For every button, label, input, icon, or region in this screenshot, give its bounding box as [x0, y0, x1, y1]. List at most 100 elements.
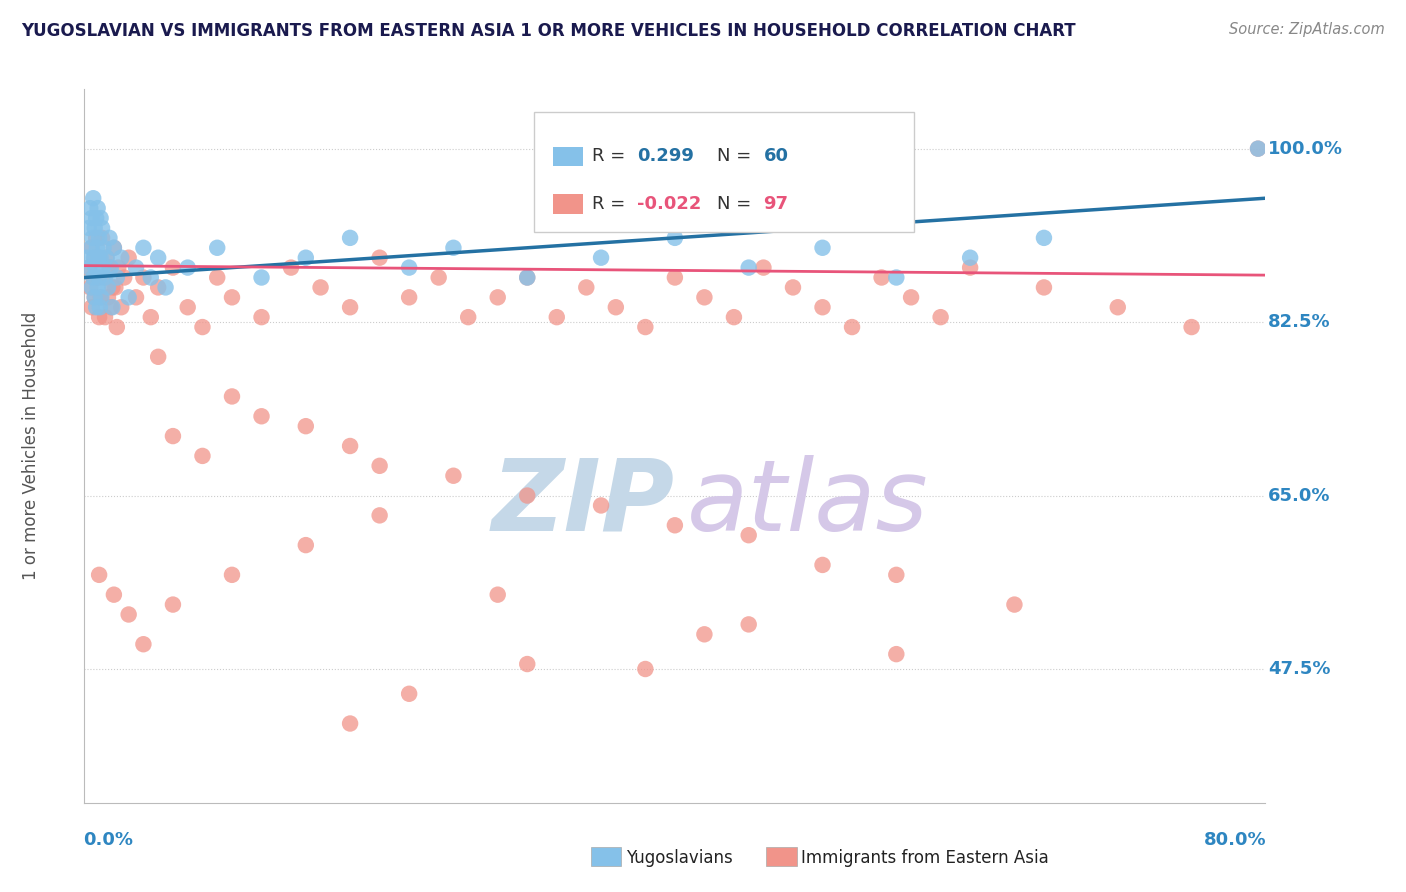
Point: [250, 270, 273, 285]
Point: [132, 637, 155, 651]
Point: [84, 231, 107, 245]
Point: [89, 300, 111, 314]
Point: [959, 260, 981, 275]
Point: [811, 558, 834, 572]
Point: [575, 280, 598, 294]
Point: [86, 201, 108, 215]
Point: [103, 588, 125, 602]
Point: [86, 270, 108, 285]
Point: [100, 260, 122, 275]
Point: [103, 241, 125, 255]
Point: [90, 211, 112, 225]
Point: [98, 231, 121, 245]
Point: [148, 280, 170, 294]
Point: [162, 260, 184, 275]
Point: [80, 280, 103, 294]
Point: [368, 458, 391, 473]
Point: [80, 241, 103, 255]
Point: [101, 280, 124, 294]
Point: [752, 260, 775, 275]
Text: R =: R =: [592, 195, 631, 213]
Point: [368, 251, 391, 265]
Point: [398, 260, 420, 275]
Point: [87, 567, 111, 582]
Text: 80.0%: 80.0%: [1204, 831, 1267, 849]
Point: [83, 221, 105, 235]
Point: [738, 528, 761, 542]
Point: [516, 657, 538, 671]
Point: [457, 310, 479, 325]
Point: [1032, 280, 1054, 294]
Point: [929, 310, 952, 325]
Point: [100, 300, 122, 314]
Text: 1 or more Vehicles in Household: 1 or more Vehicles in Household: [22, 312, 41, 580]
Point: [82, 231, 104, 245]
Point: [1247, 142, 1270, 156]
Text: YUGOSLAVIAN VS IMMIGRANTS FROM EASTERN ASIA 1 OR MORE VEHICLES IN HOUSEHOLD CORR: YUGOSLAVIAN VS IMMIGRANTS FROM EASTERN A…: [21, 22, 1076, 40]
Point: [693, 290, 716, 304]
Point: [148, 350, 170, 364]
Point: [221, 389, 243, 403]
Point: [96, 251, 118, 265]
Point: [82, 270, 104, 285]
Point: [339, 231, 361, 245]
Point: [83, 251, 105, 265]
Point: [84, 300, 107, 314]
Point: [98, 260, 121, 275]
Point: [398, 687, 420, 701]
Point: [91, 260, 114, 275]
Point: [105, 270, 128, 285]
Point: [398, 290, 420, 304]
Point: [738, 260, 761, 275]
Point: [103, 241, 125, 255]
Point: [250, 409, 273, 424]
Point: [87, 251, 111, 265]
Point: [84, 211, 107, 225]
Point: [368, 508, 391, 523]
Point: [339, 439, 361, 453]
Text: 82.5%: 82.5%: [1268, 313, 1330, 331]
Point: [148, 251, 170, 265]
Text: atlas: atlas: [686, 455, 928, 551]
Point: [738, 617, 761, 632]
Point: [125, 290, 148, 304]
Point: [77, 260, 100, 275]
Point: [118, 607, 141, 622]
Point: [221, 567, 243, 582]
Point: [87, 310, 111, 325]
Point: [87, 231, 111, 245]
Point: [155, 280, 177, 294]
Point: [664, 518, 686, 533]
Point: [76, 251, 98, 265]
Text: -0.022: -0.022: [637, 195, 702, 213]
Point: [900, 290, 922, 304]
Point: [886, 647, 908, 661]
Point: [97, 280, 120, 294]
Point: [93, 241, 115, 255]
Point: [191, 320, 214, 334]
Point: [870, 270, 893, 285]
Point: [110, 300, 132, 314]
Point: [86, 280, 108, 294]
Point: [83, 290, 105, 304]
Point: [132, 241, 155, 255]
Point: [82, 270, 104, 285]
Point: [177, 260, 200, 275]
Point: [83, 251, 105, 265]
Point: [516, 489, 538, 503]
Point: [90, 290, 112, 304]
Point: [634, 662, 657, 676]
Point: [205, 270, 228, 285]
Point: [94, 270, 117, 285]
Point: [811, 300, 834, 314]
Point: [205, 241, 228, 255]
Point: [1107, 300, 1129, 314]
Text: 0.299: 0.299: [637, 147, 693, 165]
Point: [86, 241, 108, 255]
Text: Immigrants from Eastern Asia: Immigrants from Eastern Asia: [801, 849, 1049, 867]
Point: [516, 270, 538, 285]
Point: [339, 300, 361, 314]
Text: 100.0%: 100.0%: [1268, 140, 1343, 158]
Point: [94, 310, 117, 325]
Text: 0.0%: 0.0%: [83, 831, 134, 849]
